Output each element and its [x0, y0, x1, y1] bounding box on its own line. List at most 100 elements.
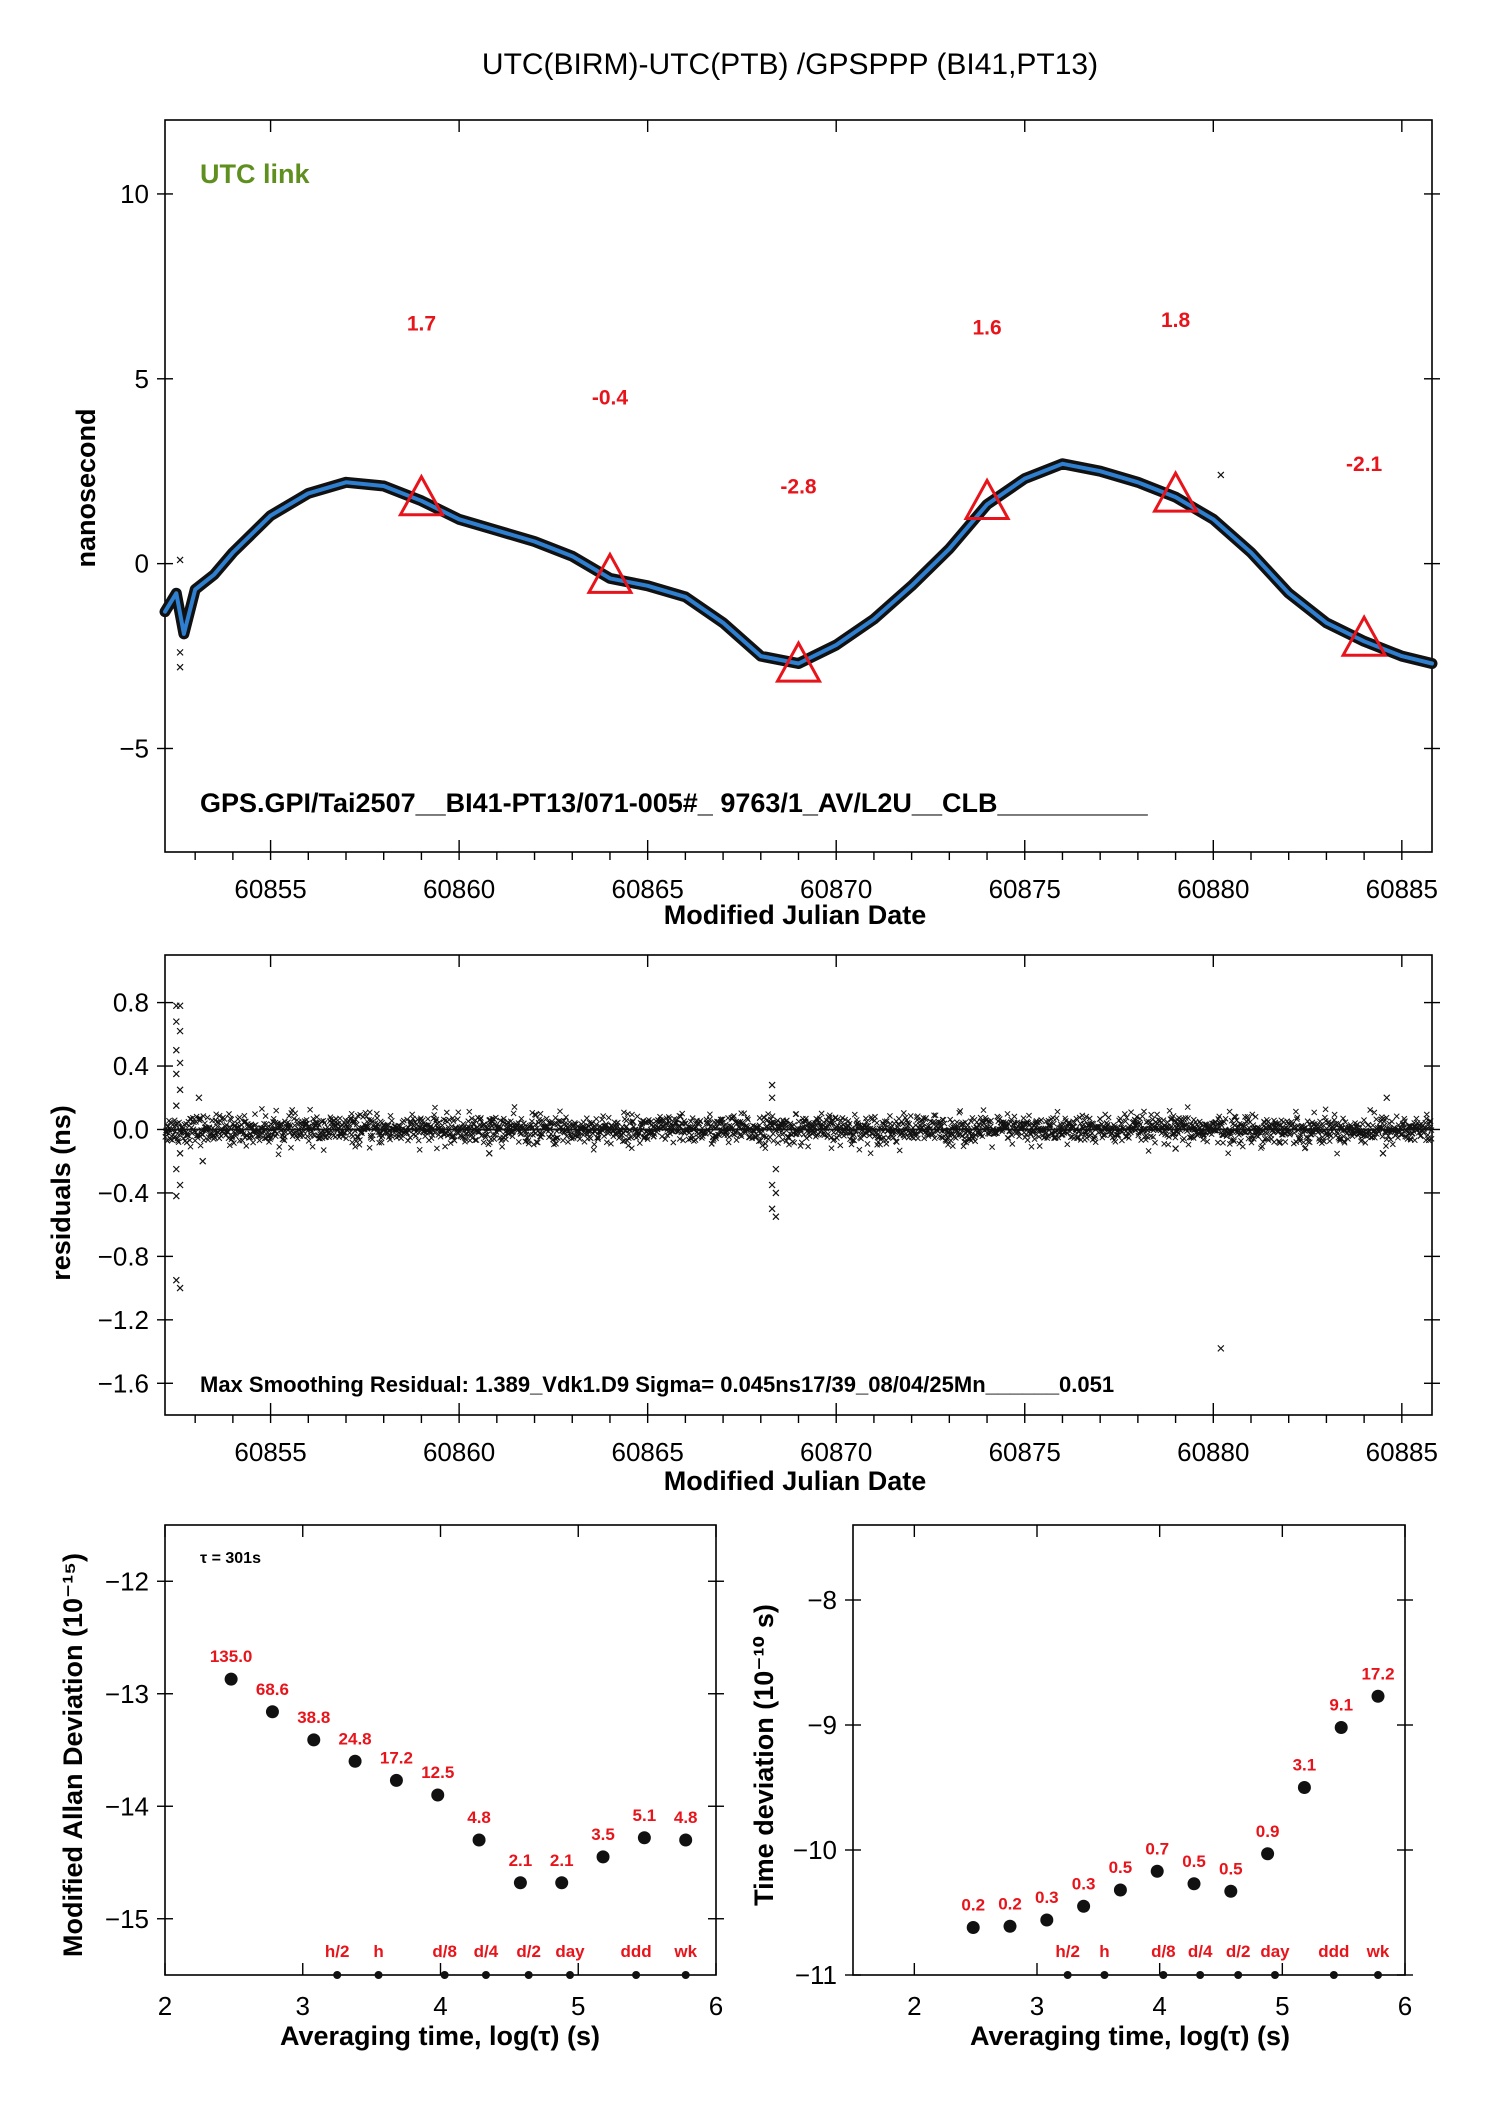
deviation-point: [637, 1831, 651, 1845]
x-tick-label: 5: [1275, 1991, 1289, 2021]
residual-outlier: [195, 1094, 203, 1102]
deviation-value-label: 2.1: [509, 1851, 533, 1870]
deviation-point: [307, 1733, 321, 1747]
time-marker-point: [1234, 1971, 1243, 1979]
time-marker-point: [1159, 1971, 1168, 1979]
residual-outlier: [485, 1149, 493, 1157]
x-tick-label: 60855: [234, 1437, 306, 1467]
plot-frame: [852, 1524, 1406, 1976]
smoothed-line: [163, 461, 1434, 666]
time-marker-point: [1196, 1971, 1205, 1979]
tdev-y-axis-title: Time deviation (10⁻¹⁰ s): [749, 1604, 779, 1906]
deviation-value-label: 68.6: [256, 1680, 289, 1699]
deviation-value-label: 12.5: [421, 1763, 454, 1782]
residual-outlier: [768, 1181, 776, 1189]
x-tick-label: 6: [1398, 1991, 1412, 2021]
deviation-point: [348, 1754, 362, 1768]
residual-outlier: [1379, 1149, 1387, 1157]
triangle-value-label: 1.7: [407, 313, 436, 336]
x-tick-label: 5: [571, 1991, 585, 2021]
time-marker-point: [565, 1971, 574, 1979]
y-tick-label: −13: [105, 1679, 149, 1709]
time-marker-point: [524, 1971, 533, 1979]
deviation-point: [1371, 1689, 1385, 1703]
deviation-value-label: 0.5: [1219, 1859, 1243, 1878]
residual-outlier: [1172, 1145, 1180, 1152]
residuals-y-axis-title: residuals (ns): [46, 1105, 76, 1281]
y-tick-label: 10: [120, 179, 149, 209]
y-tick-label: −8: [807, 1585, 837, 1615]
deviation-point: [1003, 1919, 1017, 1933]
deviation-point: [1077, 1899, 1091, 1913]
residual-outlier: [172, 1070, 180, 1078]
deviation-point: [1261, 1847, 1275, 1861]
time-marker-point: [333, 1971, 342, 1979]
x-tick-label: 2: [907, 1991, 921, 2021]
x-tick-label: 4: [433, 1991, 447, 2021]
time-marker-point: [1374, 1971, 1383, 1979]
residuals-x-axis-title: Modified Julian Date: [664, 1466, 927, 1496]
deviation-point: [1297, 1781, 1311, 1794]
x-tick-label: 60870: [800, 1437, 872, 1467]
deviation-point: [1224, 1884, 1238, 1898]
deviation-point: [224, 1672, 238, 1686]
deviation-value-label: 0.5: [1109, 1858, 1133, 1877]
x-tick-label: 3: [296, 1991, 310, 2021]
y-tick-label: −0.8: [98, 1241, 149, 1271]
y-tick-label: 0.4: [113, 1051, 149, 1081]
time-marker-label: d/8: [432, 1942, 457, 1961]
deviation-value-label: 4.8: [467, 1808, 491, 1827]
x-tick-label: 60870: [800, 874, 872, 904]
outlier-point: [176, 648, 184, 656]
triangle-value-label: -0.4: [592, 387, 629, 410]
deviation-value-label: 135.0: [210, 1647, 253, 1666]
residual-points: [162, 1104, 1435, 1158]
deviation-point: [1187, 1877, 1201, 1891]
x-tick-label: 2: [158, 1991, 172, 2021]
triangle-marker: [397, 473, 445, 517]
mdev-x-axis-title: Averaging time, log(τ) (s): [280, 2021, 600, 2051]
deviation-value-label: 24.8: [339, 1729, 372, 1748]
mdev-tau-note: τ = 301s: [200, 1550, 261, 1567]
plot-frame: [164, 954, 1433, 1416]
deviation-value-label: 0.9: [1256, 1822, 1280, 1841]
residual-outlier: [772, 1189, 780, 1197]
time-marker-point: [1270, 1971, 1279, 1979]
time-marker-point: [1329, 1971, 1338, 1979]
deviation-point: [596, 1850, 610, 1864]
residual-outlier: [176, 1181, 184, 1189]
time-marker-label: wk: [1366, 1942, 1390, 1961]
residual-outlier: [172, 1192, 180, 1200]
mdev-y-axis-title: Modified Allan Deviation (10⁻¹⁵): [58, 1553, 88, 1957]
time-marker-label: d/8: [1151, 1942, 1176, 1961]
y-tick-label: 5: [135, 364, 149, 394]
residuals-chart: 60855 60860 60865 60870 60875 60880 60885 0.8 0.…: [98, 954, 1440, 1467]
residual-outlier: [199, 1157, 207, 1165]
outlier-point: [1217, 471, 1225, 479]
residual-outlier: [176, 1149, 184, 1157]
deviation-value-label: 4.8: [674, 1808, 698, 1827]
x-tick-label: 60860: [423, 1437, 495, 1467]
y-tick-label: −11: [795, 1960, 837, 1990]
tdev-x-axis-title: Averaging time, log(τ) (s): [970, 2021, 1290, 2051]
deviation-value-label: 0.3: [1072, 1874, 1096, 1893]
x-tick-label: 60865: [612, 1437, 684, 1467]
time-marker-label: ddd: [1318, 1942, 1349, 1961]
deviation-point: [1334, 1721, 1348, 1734]
deviation-point: [431, 1788, 445, 1802]
top-chart: 60855 60860 60865 60870 60875 60880 60885 −5 0 5 1…: [119, 119, 1440, 904]
time-marker-label: day: [555, 1942, 585, 1961]
deviation-value-label: 3.1: [1293, 1756, 1317, 1775]
outlier-point: [176, 663, 184, 671]
triangle-marker: [963, 477, 1011, 520]
top-link-label: UTC link: [200, 159, 310, 189]
triangle-marker: [774, 640, 823, 683]
time-marker-point: [374, 1971, 383, 1979]
y-tick-label: 0.8: [113, 988, 149, 1018]
time-marker-label: d/2: [1226, 1942, 1251, 1961]
triangle-marker: [1152, 469, 1200, 513]
y-tick-label: −5: [119, 733, 149, 763]
time-marker-label: h/2: [1055, 1942, 1080, 1961]
deviation-value-label: 2.1: [550, 1851, 574, 1870]
residual-outlier: [768, 1094, 776, 1102]
